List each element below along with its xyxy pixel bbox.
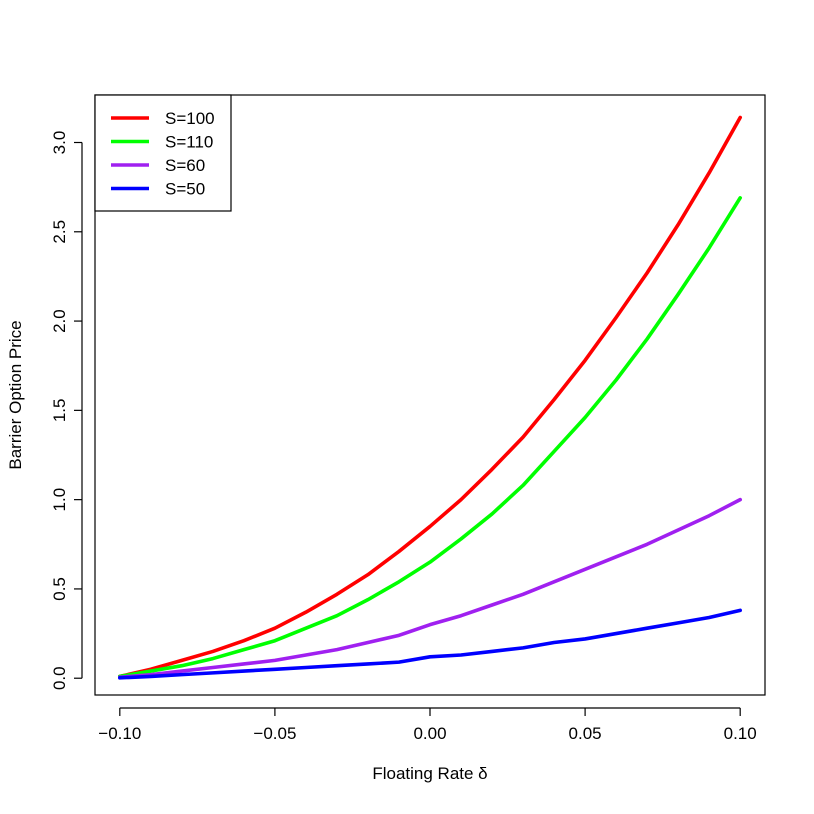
y-tick-label: 0.5 (50, 577, 69, 601)
y-tick-label: 1.5 (50, 399, 69, 423)
y-tick-label: 0.0 (50, 666, 69, 690)
y-tick-label: 2.5 (50, 220, 69, 244)
x-axis: −0.10 −0.05 0.00 0.05 0.10 (98, 707, 757, 743)
x-tick-label: 0.05 (569, 724, 602, 743)
plot-box (94, 94, 766, 696)
x-tick-label: −0.10 (98, 724, 141, 743)
x-tick-label: −0.05 (253, 724, 296, 743)
y-axis: 0.0 0.5 1.0 1.5 2.0 2.5 3.0 (50, 131, 83, 690)
series-layer (118, 115, 742, 680)
series-line-s-50 (118, 608, 742, 680)
legend-label: S=110 (165, 133, 213, 152)
y-tick-label: 3.0 (50, 131, 69, 155)
legend-label: S=100 (165, 109, 215, 128)
legend-box (94, 94, 232, 212)
series-line-s-100 (118, 115, 742, 679)
legend: S=100 S=110 S=60 S=50 (94, 94, 232, 212)
y-axis-title: Barrier Option Price (6, 320, 25, 469)
series-line-s-110 (118, 196, 742, 679)
x-axis-title: Floating Rate δ (372, 764, 487, 783)
legend-label: S=50 (165, 180, 205, 199)
y-tick-label: 1.0 (50, 488, 69, 512)
series-line-s-60 (118, 497, 742, 680)
x-tick-label: 0.00 (413, 724, 446, 743)
legend-label: S=60 (165, 156, 205, 175)
y-tick-label: 2.0 (50, 309, 69, 333)
x-tick-label: 0.10 (724, 724, 757, 743)
